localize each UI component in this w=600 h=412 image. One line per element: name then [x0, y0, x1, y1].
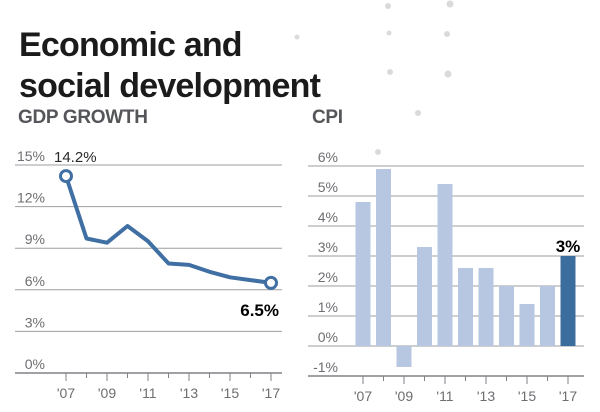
first-value-label: 14.2%	[54, 149, 97, 166]
cpi-bar	[458, 268, 473, 346]
y-tick-label: 3%	[25, 314, 45, 330]
cpi-bar	[376, 169, 391, 346]
decorative-dot	[415, 110, 421, 116]
y-tick-label: 6%	[25, 273, 45, 289]
gdp-growth-line	[64, 174, 273, 285]
last-value-label: 6.5%	[240, 301, 279, 320]
cpi-bar	[417, 247, 432, 346]
y-tick-label: 12%	[17, 190, 45, 206]
y-tick-label: 0%	[25, 356, 45, 372]
cpi-bar	[540, 286, 555, 346]
x-tick-label: '11	[436, 388, 453, 404]
y-tick-label: 4%	[318, 209, 338, 225]
y-tick-label: 1%	[318, 299, 338, 315]
cpi-bar	[519, 304, 535, 346]
x-tick-label: '17	[559, 388, 577, 404]
x-tick-label: '07	[57, 385, 75, 401]
x-tick-label: '15	[518, 388, 536, 404]
cpi-bar	[355, 202, 371, 346]
x-tick-label: '17	[262, 385, 280, 401]
decorative-dot	[385, 3, 391, 9]
page-title: Economic and social development	[19, 25, 321, 107]
x-tick-label: '07	[354, 388, 372, 404]
y-tick-label: 2%	[318, 269, 338, 285]
chart-title-gdp: GDP GROWTH	[18, 107, 148, 128]
page-title-line-1: Economic and	[19, 25, 243, 64]
y-tick-label: 9%	[25, 231, 45, 247]
x-tick-label: '13	[180, 385, 198, 401]
cpi-bar	[396, 346, 412, 367]
y-tick-label: 6%	[318, 149, 338, 165]
gdp-growth-line-chart: 15% 12% 9% 6% 3% 0% '07 '09 '11 '13 '15 '17 14.2% 6.5…	[15, 148, 282, 401]
line-endpoint-marker	[264, 275, 278, 290]
cpi-bar	[437, 184, 453, 346]
line-endpoint-marker	[59, 169, 73, 184]
decorative-dot	[294, 34, 300, 40]
x-tick-label: '13	[477, 388, 495, 404]
chart-title-cpi: CPI	[312, 107, 343, 128]
y-tick-label: 0%	[318, 329, 338, 345]
decorative-dot	[387, 69, 393, 75]
y-tick-label: 3%	[318, 239, 338, 255]
x-tick-label: '09	[98, 385, 116, 401]
decorative-dot	[386, 30, 392, 36]
decorative-dot	[444, 70, 452, 78]
x-tick-label: '15	[221, 385, 239, 401]
decorative-dot	[375, 149, 381, 155]
decorative-dot	[444, 31, 450, 37]
y-tick-label: -1%	[313, 359, 338, 375]
decorative-dot	[446, 0, 454, 8]
x-tick-label: '09	[395, 388, 413, 404]
page-title-line-2: social development	[19, 66, 321, 105]
y-tick-label: 5%	[318, 179, 338, 195]
x-tick-label: '11	[139, 385, 156, 401]
last-bar-value-label: 3%	[556, 237, 581, 256]
cpi-bar	[499, 286, 514, 346]
cpi-bar	[478, 268, 494, 346]
cpi-bar-highlighted	[560, 256, 576, 346]
y-tick-label: 15%	[17, 148, 45, 164]
cpi-bar-chart: 6% 5% 4% 3% 2% 1% 0% -1% '07 '09 '11 '13 '15 '17 3%	[308, 149, 584, 404]
